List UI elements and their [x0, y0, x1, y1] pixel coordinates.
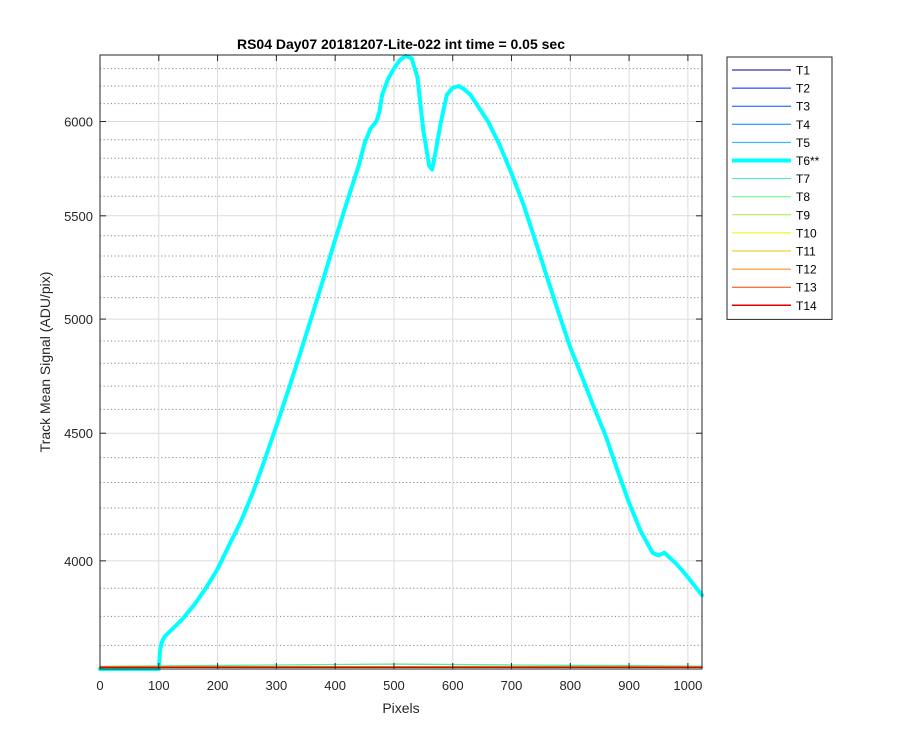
x-axis-label: Pixels [382, 700, 419, 716]
x-tick-label: 0 [96, 678, 103, 693]
grid [99, 55, 702, 669]
y-axis-label: Track Mean Signal (ADU/pix) [37, 272, 53, 453]
y-tick-label: 5000 [64, 312, 93, 327]
x-tick-label: 200 [207, 678, 229, 693]
plot-area [100, 55, 702, 669]
x-tick-label: 700 [501, 678, 523, 693]
legend-label: T8 [796, 190, 810, 204]
legend-label: T6** [796, 154, 820, 168]
legend-label: T2 [796, 82, 810, 96]
chart-title: RS04 Day07 20181207-Lite-022 int time = … [237, 36, 565, 52]
x-tick-label: 600 [442, 678, 464, 693]
x-tick-label: 400 [324, 678, 346, 693]
ticks: 0 100 200 300 400 500 600 700 800 900 1000 4000 4500… [64, 55, 702, 693]
series-line-t6 [98, 53, 704, 671]
legend-box [726, 56, 833, 320]
legend-label: T1 [796, 64, 810, 78]
legend-label: T13 [796, 281, 817, 295]
plot-frame [99, 54, 703, 670]
x-tick-label: 100 [148, 678, 170, 693]
legend-label: T3 [796, 100, 810, 114]
y-tick-label: 5500 [64, 209, 93, 224]
legend-label: T11 [796, 245, 816, 259]
x-tick-label: 300 [266, 678, 288, 693]
legend-label: T10 [796, 226, 817, 240]
y-tick-label: 6000 [64, 115, 93, 130]
x-tick-label: 1000 [673, 678, 702, 693]
legend-label: T12 [796, 263, 817, 277]
legend-label: T4 [796, 118, 810, 132]
legend: T1 T2 T3 T4 T5 T6** T7 T8 T9 T10 T11 T12 T13 T14 [726, 56, 833, 320]
legend-label: T14 [796, 299, 817, 313]
x-tick-label: 500 [383, 678, 405, 693]
x-tick-label: 900 [618, 678, 640, 693]
y-tick-label: 4000 [64, 554, 93, 569]
legend-label: T5 [796, 136, 810, 150]
legend-label: T9 [796, 208, 810, 222]
y-tick-label: 4500 [64, 426, 93, 441]
x-tick-label: 800 [559, 678, 581, 693]
legend-label: T7 [796, 172, 810, 186]
